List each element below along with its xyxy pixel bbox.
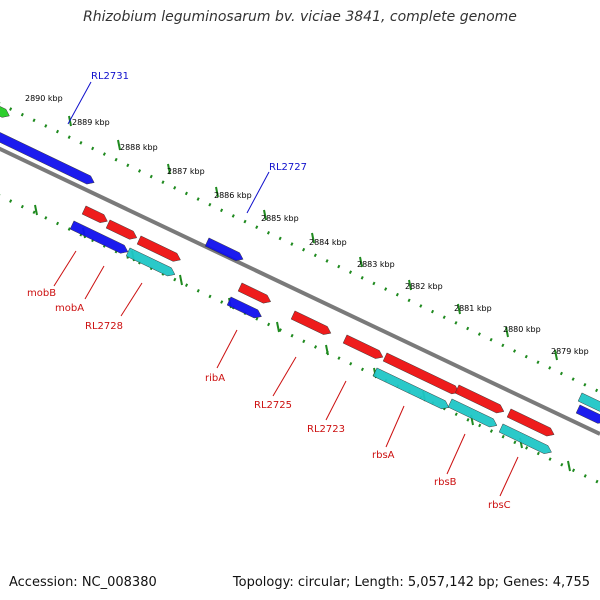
gene-rl2723 — [342, 334, 384, 359]
lower-gene-label: rbsC — [488, 500, 511, 511]
gene-rbsb — [454, 384, 505, 414]
lower-leader-line — [120, 282, 143, 317]
scale-label: 2880 kbp — [503, 325, 541, 334]
upper-gene-label: RL2727 — [269, 162, 307, 173]
gene-mobB — [81, 205, 108, 223]
scale-label: 2888 kbp — [120, 143, 158, 152]
gene-mobA — [105, 219, 138, 240]
gene-rl2727 — [204, 237, 244, 262]
topology-label: Topology: circular; Length: 5,057,142 bp… — [232, 575, 590, 590]
lower-major-tick — [34, 204, 38, 216]
lower-gene-label: mobA — [55, 303, 84, 314]
upper-major-tick — [311, 232, 315, 244]
upper-gene-label: RL2731 — [91, 71, 129, 82]
lower-leader-line — [446, 433, 466, 475]
upper-major-tick — [215, 186, 219, 198]
gene-cyan-rl2728 — [125, 247, 176, 277]
upper-major-tick — [263, 209, 267, 221]
gene-rl2731 — [0, 132, 95, 185]
lower-gene-label: mobB — [27, 288, 56, 299]
lower-leader-line — [216, 329, 238, 369]
gene-riba — [237, 282, 272, 304]
scale-label: 2884 kbp — [309, 238, 347, 247]
upper-major-tick — [505, 326, 509, 338]
scale-label: 2883 kbp — [357, 260, 395, 269]
lower-gene-label: RL2725 — [254, 400, 292, 411]
upper-major-tick — [359, 256, 363, 268]
map-title: Rhizobium leguminosarum bv. viciae 3841,… — [83, 9, 517, 25]
upper-leader-line — [67, 81, 92, 125]
upper-major-tick — [167, 163, 171, 175]
gene-cyan-rbsb — [447, 398, 498, 428]
gene-cyan-rbsc — [498, 423, 552, 454]
lower-gene-label: RL2723 — [307, 424, 345, 435]
lower-gene-label: ribA — [205, 373, 225, 384]
scale-label: 2887 kbp — [167, 167, 205, 176]
lower-leader-line — [385, 405, 405, 448]
gene-blue-edge — [575, 404, 600, 424]
scale-label: 2889 kbp — [72, 118, 110, 127]
upper-leader-line — [246, 171, 270, 214]
lower-gene-label: RL2728 — [85, 321, 123, 332]
upper-major-tick — [117, 139, 121, 151]
scale-label: 2890 kbp — [25, 94, 63, 103]
scale-label: 2879 kbp — [551, 347, 589, 356]
scale-label: 2885 kbp — [261, 214, 299, 223]
lower-leader-line — [272, 356, 297, 397]
scale-label: 2881 kbp — [454, 304, 492, 313]
lower-leader-line — [53, 250, 77, 287]
gene-blue-lower — [69, 220, 129, 254]
gene-rbsa — [382, 352, 460, 395]
gene-rbsc — [506, 408, 555, 437]
lower-major-tick — [179, 274, 183, 286]
lower-leader-line — [84, 265, 105, 300]
lower-major-tick — [276, 321, 280, 333]
gene-cyan-rbsa — [372, 367, 450, 410]
upper-major-tick — [408, 279, 412, 291]
scale-label: 2882 kbp — [405, 282, 443, 291]
gene-rl2728 — [136, 235, 181, 262]
accession-label: Accession: NC_008380 — [9, 575, 157, 590]
scale-label: 2886 kbp — [214, 191, 252, 200]
gene-green-edge — [0, 106, 10, 118]
upper-major-tick — [457, 303, 461, 315]
lower-major-tick — [567, 460, 571, 472]
lower-leader-line — [325, 380, 347, 421]
upper-tick-track — [0, 102, 600, 394]
upper-major-tick — [554, 349, 558, 361]
lower-gene-label: rbsB — [434, 477, 457, 488]
lower-leader-line — [499, 456, 519, 497]
gene-blue-riba — [226, 296, 262, 319]
gene-rl2725 — [290, 310, 332, 335]
backbone-line — [0, 146, 600, 436]
lower-major-tick — [325, 344, 329, 356]
lower-gene-label: rbsA — [372, 450, 395, 461]
